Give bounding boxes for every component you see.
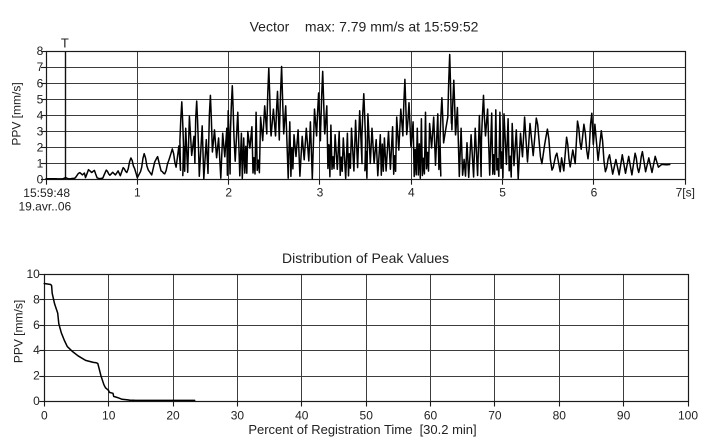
svg-text:0: 0	[41, 408, 48, 422]
svg-text:10: 10	[26, 267, 40, 281]
svg-text:2: 2	[33, 369, 40, 383]
svg-text:3: 3	[317, 186, 324, 200]
svg-text:6: 6	[591, 186, 598, 200]
svg-text:90: 90	[617, 408, 631, 422]
svg-text:0: 0	[33, 394, 40, 408]
svg-text:50: 50	[360, 408, 374, 422]
svg-text:6: 6	[37, 76, 44, 90]
svg-text:60: 60	[424, 408, 438, 422]
svg-text:Percent of Registration Time: Percent of Registration Time [30.2 min]	[248, 422, 476, 437]
svg-text:70: 70	[488, 408, 502, 422]
svg-text:4: 4	[408, 186, 415, 200]
svg-text:1: 1	[134, 186, 141, 200]
svg-text:20: 20	[166, 408, 180, 422]
svg-text:8: 8	[33, 293, 40, 307]
svg-text:1: 1	[37, 157, 44, 171]
svg-text:19.avr..06: 19.avr..06	[19, 200, 72, 214]
svg-text:4: 4	[33, 343, 40, 357]
svg-text:PPV [mm/s]: PPV [mm/s]	[12, 300, 26, 363]
svg-text:80: 80	[553, 408, 567, 422]
svg-text:100: 100	[678, 408, 698, 422]
svg-text:10: 10	[102, 408, 116, 422]
svg-text:8: 8	[37, 44, 44, 58]
svg-text:7: 7	[37, 60, 44, 74]
svg-text:PPV [mm/s]: PPV [mm/s]	[10, 82, 24, 145]
svg-text:40: 40	[295, 408, 309, 422]
svg-text:2: 2	[225, 186, 232, 200]
svg-text:3: 3	[37, 124, 44, 138]
svg-text:T: T	[61, 35, 69, 50]
svg-text:4: 4	[37, 108, 44, 122]
svg-text:6: 6	[33, 318, 40, 332]
svg-text:15:59:48: 15:59:48	[23, 186, 70, 200]
svg-text:30: 30	[231, 408, 245, 422]
svg-text:2: 2	[37, 141, 44, 155]
svg-text:Distribution of Peak Values: Distribution of Peak Values	[282, 250, 449, 266]
svg-text:5: 5	[37, 92, 44, 106]
svg-text:7[s]: 7[s]	[676, 186, 695, 200]
svg-text:0: 0	[37, 173, 44, 187]
svg-text:Vector max: 7.79 mm/s at 15: Vector max: 7.79 mm/s at 15:59:52	[250, 19, 479, 35]
svg-text:5: 5	[499, 186, 506, 200]
